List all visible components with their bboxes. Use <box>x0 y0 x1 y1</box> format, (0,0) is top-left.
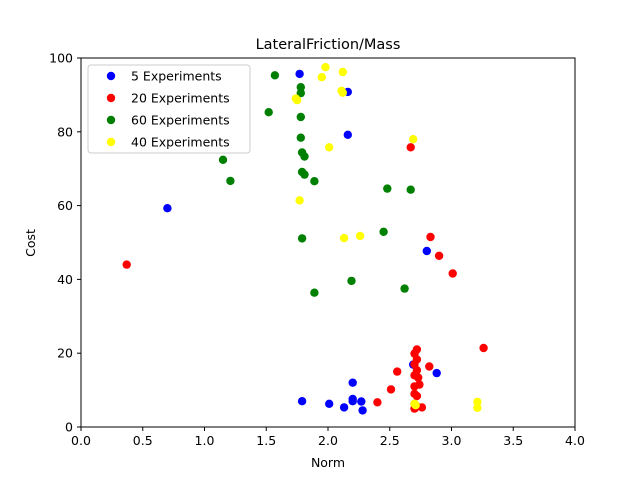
data-point <box>383 184 392 193</box>
data-point <box>339 403 349 412</box>
data-point <box>386 385 396 394</box>
data-point <box>163 204 172 213</box>
y-tick-label: 40 <box>57 272 73 287</box>
legend-label: 40 Experiments <box>131 135 230 150</box>
legend: 5 Experiments 20 Experiments 60 Experiment… <box>87 64 251 154</box>
y-tick-label: 20 <box>57 346 73 361</box>
data-point <box>300 152 309 161</box>
data-point <box>414 373 423 382</box>
data-point <box>270 71 280 80</box>
data-point <box>473 403 482 412</box>
x-axis-title: Norm <box>311 455 345 470</box>
x-tick-label: 3.5 <box>503 433 523 448</box>
data-point <box>300 170 309 179</box>
data-point <box>448 269 457 278</box>
x-tick-label: 4.0 <box>565 433 585 448</box>
y-axis-title: Cost <box>23 229 38 257</box>
data-point <box>425 362 434 371</box>
x-tick-label: 3.0 <box>442 433 462 448</box>
data-point <box>411 401 420 410</box>
data-point <box>325 143 334 152</box>
x-tick-label: 2.5 <box>380 433 400 448</box>
x-tick-label: 0.5 <box>133 433 153 448</box>
legend-marker <box>106 71 116 81</box>
data-point <box>218 155 228 164</box>
data-point <box>406 185 415 194</box>
data-point <box>339 233 349 243</box>
data-point <box>422 246 431 256</box>
series-3 <box>291 62 482 412</box>
y-tick-label: 0 <box>65 420 73 435</box>
data-point <box>412 391 422 401</box>
x-tick-label: 2.0 <box>318 433 338 448</box>
data-point <box>338 67 347 77</box>
data-point <box>310 288 319 297</box>
chart-title: LateralFriction/Mass <box>256 37 401 53</box>
data-point <box>355 231 365 241</box>
legend-label: 20 Experiments <box>131 91 230 106</box>
data-point <box>410 382 419 391</box>
data-point <box>296 133 305 142</box>
data-point <box>122 260 131 269</box>
legend-label: 60 Experiments <box>131 113 230 128</box>
series-2 <box>218 71 415 297</box>
legend-marker <box>106 137 116 147</box>
data-point <box>409 135 418 144</box>
data-point <box>317 73 326 82</box>
data-point <box>264 108 273 117</box>
x-tick-label: 1.5 <box>256 433 276 448</box>
data-point <box>434 251 444 260</box>
data-point <box>348 394 357 404</box>
data-point <box>432 368 441 378</box>
data-point <box>295 196 304 205</box>
data-point <box>297 234 307 243</box>
legend-marker <box>106 115 116 125</box>
data-point <box>292 95 302 105</box>
legend-box <box>87 64 251 154</box>
data-point <box>347 276 356 286</box>
data-point <box>310 177 319 186</box>
y-tick-label: 100 <box>49 51 73 66</box>
legend-label: 5 Experiments <box>131 69 222 84</box>
data-point <box>338 88 347 97</box>
data-point <box>325 399 334 408</box>
data-point <box>479 343 488 353</box>
data-point <box>473 397 482 407</box>
axes: 0.0 0.5 1.0 1.5 2.0 2.5 3.0 3.5 4.0 0 20 40 60 80 100 <box>49 51 585 449</box>
data-point <box>373 398 382 407</box>
data-point <box>357 397 366 406</box>
x-tick-label: 0.0 <box>71 433 91 448</box>
data-point <box>226 176 235 186</box>
data-point <box>296 88 305 98</box>
data-point <box>379 227 388 236</box>
data-point <box>297 397 307 406</box>
x-tick-label: 1.0 <box>195 433 215 448</box>
data-point <box>296 112 305 122</box>
data-point <box>400 284 409 293</box>
data-point <box>426 232 435 242</box>
data-point <box>348 378 357 387</box>
legend-marker <box>106 93 116 103</box>
data-point <box>406 143 415 152</box>
data-point <box>295 69 304 79</box>
data-point <box>321 62 330 72</box>
data-point <box>393 367 402 376</box>
data-point <box>358 406 367 415</box>
y-tick-label: 80 <box>57 124 73 139</box>
y-tick-label: 60 <box>57 198 73 213</box>
data-point <box>296 83 305 92</box>
plot-area <box>122 62 488 415</box>
data-point <box>343 130 352 139</box>
